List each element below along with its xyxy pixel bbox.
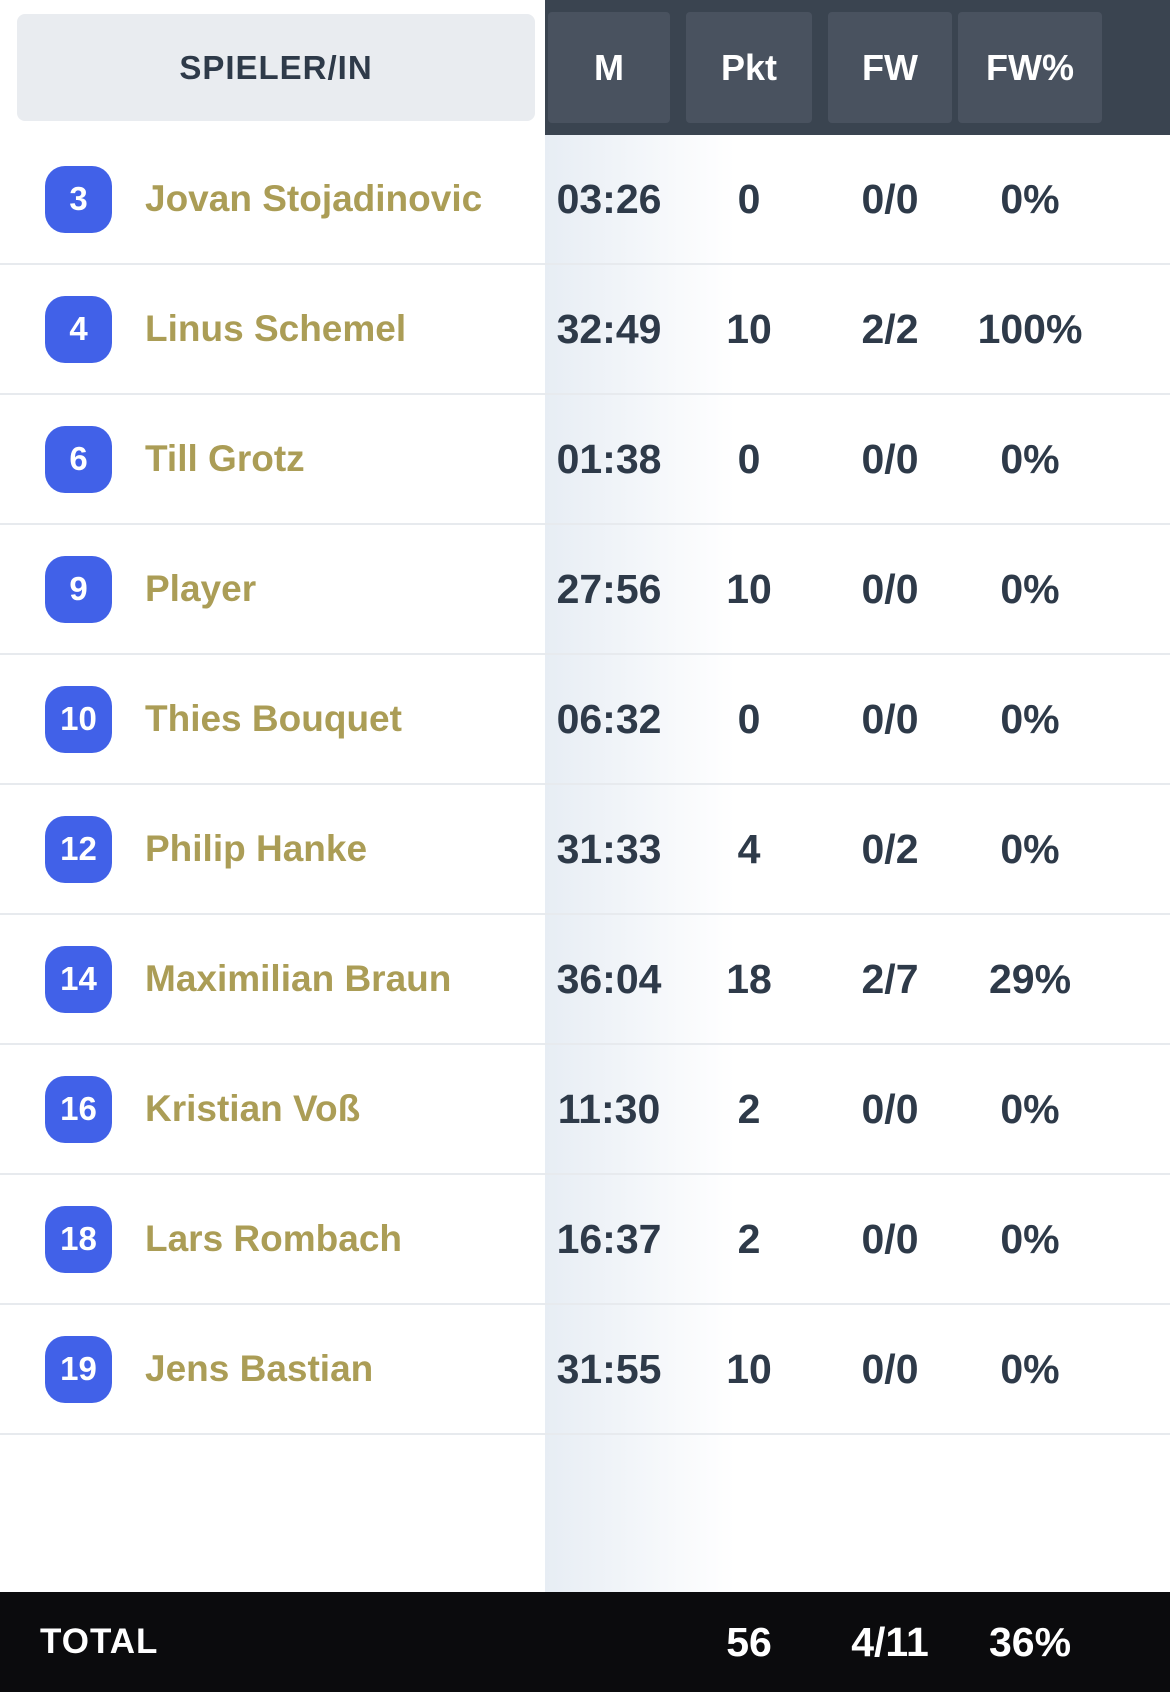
- points-value: 18: [726, 955, 772, 1002]
- player-row[interactable]: 9 Player 27:56 10 0/0 0%: [0, 525, 1170, 655]
- points-value: 2: [737, 1085, 761, 1132]
- jersey-number-badge: 6: [45, 425, 112, 493]
- points-value: 2: [737, 1215, 761, 1262]
- player-name: Lars Rombach: [145, 1218, 403, 1259]
- jersey-number-badge: 16: [45, 1075, 112, 1143]
- player-name: Player: [145, 568, 257, 609]
- minutes-value: 03:26: [556, 175, 662, 222]
- freethrows-value: 0/0: [861, 695, 919, 742]
- freethrows-value: 0/0: [861, 1085, 919, 1132]
- points-value: 0: [737, 695, 761, 742]
- column-header-minutes[interactable]: M: [548, 12, 670, 123]
- player-list: 3 Jovan Stojadinovic 03:26 0 0/0 0% 4 Li…: [0, 135, 1170, 1592]
- column-header-points[interactable]: Pkt: [686, 12, 812, 123]
- player-rows: 3 Jovan Stojadinovic 03:26 0 0/0 0% 4 Li…: [0, 135, 1170, 1435]
- points-value: 10: [726, 305, 772, 352]
- freethrow-pct-value: 0%: [1000, 175, 1060, 222]
- player-name: Jens Bastian: [145, 1348, 374, 1389]
- total-points: 56: [726, 1618, 772, 1665]
- player-name: Thies Bouquet: [145, 698, 402, 739]
- points-value: 0: [737, 435, 761, 482]
- player-name: Linus Schemel: [145, 308, 407, 349]
- freethrows-value: 0/0: [861, 175, 919, 222]
- freethrow-pct-value: 0%: [1000, 825, 1060, 872]
- player-row[interactable]: 12 Philip Hanke 31:33 4 0/2 0%: [0, 785, 1170, 915]
- player-row[interactable]: 3 Jovan Stojadinovic 03:26 0 0/0 0%: [0, 135, 1170, 265]
- player-name: Till Grotz: [145, 438, 305, 479]
- jersey-number-badge: 12: [45, 815, 112, 883]
- freethrows-value: 0/0: [861, 1345, 919, 1392]
- jersey-number-badge: 14: [45, 945, 112, 1013]
- jersey-number-badge: 3: [45, 165, 112, 233]
- player-row[interactable]: 6 Till Grotz 01:38 0 0/0 0%: [0, 395, 1170, 525]
- jersey-number-badge: 18: [45, 1205, 112, 1273]
- freethrows-value: 0/2: [861, 825, 919, 872]
- player-row[interactable]: 18 Lars Rombach 16:37 2 0/0 0%: [0, 1175, 1170, 1305]
- column-header-freethrow-pct[interactable]: FW%: [958, 12, 1102, 123]
- freethrow-pct-value: 0%: [1000, 435, 1060, 482]
- jersey-number-badge: 9: [45, 555, 112, 623]
- player-row[interactable]: 19 Jens Bastian 31:55 10 0/0 0%: [0, 1305, 1170, 1435]
- points-value: 10: [726, 1345, 772, 1392]
- player-column-header[interactable]: SPIELER/IN: [17, 14, 535, 121]
- points-value: 0: [737, 175, 761, 222]
- freethrow-pct-value: 100%: [977, 305, 1083, 352]
- freethrow-pct-value: 0%: [1000, 695, 1060, 742]
- jersey-number-badge: 19: [45, 1335, 112, 1403]
- freethrow-pct-value: 0%: [1000, 565, 1060, 612]
- player-row[interactable]: 14 Maximilian Braun 36:04 18 2/7 29%: [0, 915, 1170, 1045]
- player-row[interactable]: 4 Linus Schemel 32:49 10 2/2 100%: [0, 265, 1170, 395]
- minutes-value: 16:37: [556, 1215, 662, 1262]
- freethrows-value: 0/0: [861, 565, 919, 612]
- total-row: TOTAL 56 4/11 36%: [0, 1592, 1170, 1692]
- freethrows-value: 2/7: [861, 955, 919, 1002]
- freethrows-value: 2/2: [861, 305, 919, 352]
- freethrow-pct-value: 0%: [1000, 1345, 1060, 1392]
- jersey-number-badge: 10: [45, 685, 112, 753]
- freethrow-pct-value: 0%: [1000, 1215, 1060, 1262]
- minutes-value: 31:55: [556, 1345, 662, 1392]
- player-row[interactable]: 16 Kristian Voß 11:30 2 0/0 0%: [0, 1045, 1170, 1175]
- total-freethrow-pct: 36%: [988, 1618, 1072, 1665]
- total-freethrows: 4/11: [851, 1618, 929, 1665]
- freethrow-pct-value: 29%: [988, 955, 1072, 1002]
- minutes-value: 06:32: [556, 695, 662, 742]
- total-label: TOTAL: [40, 1622, 159, 1661]
- freethrows-value: 0/0: [861, 435, 919, 482]
- minutes-value: 31:33: [556, 825, 662, 872]
- freethrow-pct-value: 0%: [1000, 1085, 1060, 1132]
- player-name: Maximilian Braun: [145, 958, 452, 999]
- table-header: SPIELER/IN M Pkt FW FW%: [0, 0, 1170, 135]
- jersey-number-badge: 4: [45, 295, 112, 363]
- minutes-value: 01:38: [556, 435, 662, 482]
- points-value: 4: [737, 825, 761, 872]
- player-row[interactable]: 10 Thies Bouquet 06:32 0 0/0 0%: [0, 655, 1170, 785]
- minutes-value: 27:56: [556, 565, 662, 612]
- freethrows-value: 0/0: [861, 1215, 919, 1262]
- minutes-value: 36:04: [556, 955, 662, 1002]
- minutes-value: 11:30: [557, 1085, 661, 1132]
- points-value: 10: [726, 565, 772, 612]
- player-name: Jovan Stojadinovic: [145, 178, 483, 219]
- player-name: Philip Hanke: [145, 828, 368, 869]
- minutes-value: 32:49: [556, 305, 662, 352]
- column-header-freethrows[interactable]: FW: [828, 12, 952, 123]
- empty-space: [0, 1435, 1170, 1592]
- player-name: Kristian Voß: [145, 1088, 361, 1129]
